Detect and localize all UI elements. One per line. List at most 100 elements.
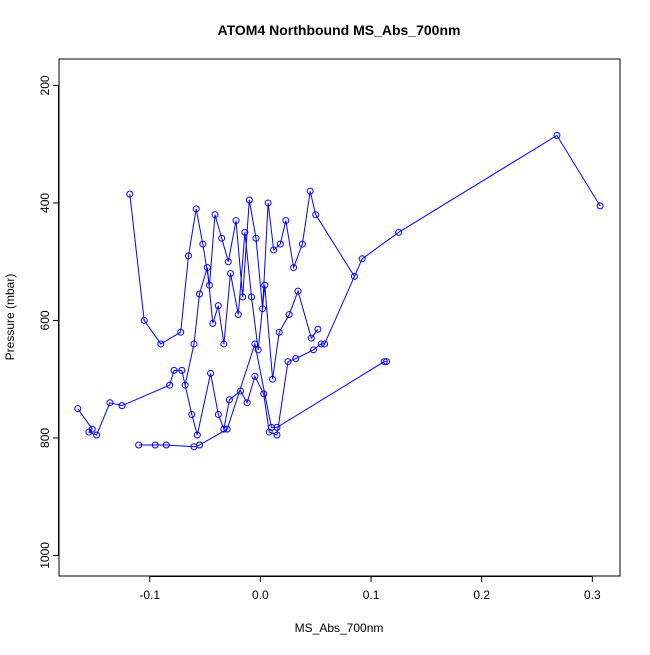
data-point [273, 431, 281, 439]
data-point [177, 328, 185, 336]
y-tick-label: 400 [38, 193, 52, 213]
data-point [93, 431, 101, 439]
data-point [223, 425, 231, 433]
data-point [135, 441, 143, 449]
data-point [314, 325, 322, 333]
data-point [157, 340, 165, 348]
data-point [284, 358, 292, 366]
data-point [321, 340, 329, 348]
data-point [227, 269, 235, 277]
series-line [77, 134, 601, 436]
data-point [190, 340, 198, 348]
data-point [395, 228, 403, 236]
data-point [292, 355, 300, 363]
data-point [118, 402, 126, 410]
data-point [188, 410, 196, 418]
data-point [181, 381, 189, 389]
y-tick-label: 800 [38, 428, 52, 448]
data-point [264, 199, 272, 207]
data-point [192, 205, 200, 213]
data-point [214, 302, 222, 310]
data-point [251, 372, 259, 380]
data-point [199, 240, 207, 248]
data-point [269, 375, 277, 383]
y-axis-label: Pressure (mbar) [3, 274, 17, 361]
series-line [184, 232, 319, 386]
data-point [298, 240, 306, 248]
data-point [209, 319, 217, 327]
data-point [350, 272, 358, 280]
data-point [218, 234, 226, 242]
x-tick-label: 0.0 [252, 588, 269, 602]
data-point [232, 217, 240, 225]
data-point [285, 311, 293, 319]
data-point [273, 423, 281, 431]
data-series [181, 228, 322, 389]
data-point [211, 211, 219, 219]
data-point [312, 211, 320, 219]
data-point [306, 187, 314, 195]
data-point [553, 131, 561, 139]
x-axis: -0.1 0.0 0.1 0.2 0.3 [139, 576, 601, 602]
data-point [74, 405, 82, 413]
data-point [317, 340, 325, 348]
data-point [225, 396, 233, 404]
data-series [74, 131, 604, 439]
data-point [214, 410, 222, 418]
data-series [135, 340, 391, 451]
data-point [203, 264, 211, 272]
data-point [596, 202, 604, 210]
y-tick-label: 200 [38, 75, 52, 95]
x-tick-label: 0.2 [473, 588, 490, 602]
data-point [245, 196, 253, 204]
data-point [126, 190, 134, 198]
data-point [196, 290, 204, 298]
data-point [261, 281, 269, 289]
data-point [140, 316, 148, 324]
data-point [162, 441, 170, 449]
data-point [178, 366, 186, 374]
x-tick-label: -0.1 [139, 588, 160, 602]
data-point [275, 328, 283, 336]
data-point [380, 358, 388, 366]
data-point [234, 311, 242, 319]
series-line [138, 341, 387, 448]
data-point [276, 240, 284, 248]
data-point [85, 428, 93, 436]
data-point [248, 293, 256, 301]
data-point [151, 441, 159, 449]
y-tick-label: 600 [38, 310, 52, 330]
data-point [220, 340, 228, 348]
x-tick-label: 0.3 [584, 588, 601, 602]
data-point [254, 346, 262, 354]
series-layer [74, 131, 604, 451]
data-point [358, 255, 366, 263]
y-tick-label: 1000 [38, 542, 52, 569]
data-point [184, 252, 192, 260]
data-point [282, 217, 290, 225]
data-point [170, 366, 178, 374]
data-point [207, 369, 215, 377]
data-point [290, 264, 298, 272]
x-tick-label: 0.1 [363, 588, 380, 602]
chart-title: ATOM4 Northbound MS_Abs_700nm [218, 22, 461, 38]
data-point [243, 399, 251, 407]
data-point [383, 358, 391, 366]
series-line [129, 191, 355, 345]
data-point [307, 334, 315, 342]
data-point [309, 346, 317, 354]
data-point [294, 287, 302, 295]
data-point [252, 234, 260, 242]
data-point [166, 381, 174, 389]
data-point [196, 441, 204, 449]
data-point [224, 258, 232, 266]
x-axis-label: MS_Abs_700nm [295, 621, 384, 635]
data-point [241, 228, 249, 236]
data-point [193, 431, 201, 439]
y-axis: 200 400 600 800 1000 [38, 75, 59, 569]
data-point [270, 246, 278, 254]
data-point [106, 399, 114, 407]
data-series [126, 187, 358, 348]
